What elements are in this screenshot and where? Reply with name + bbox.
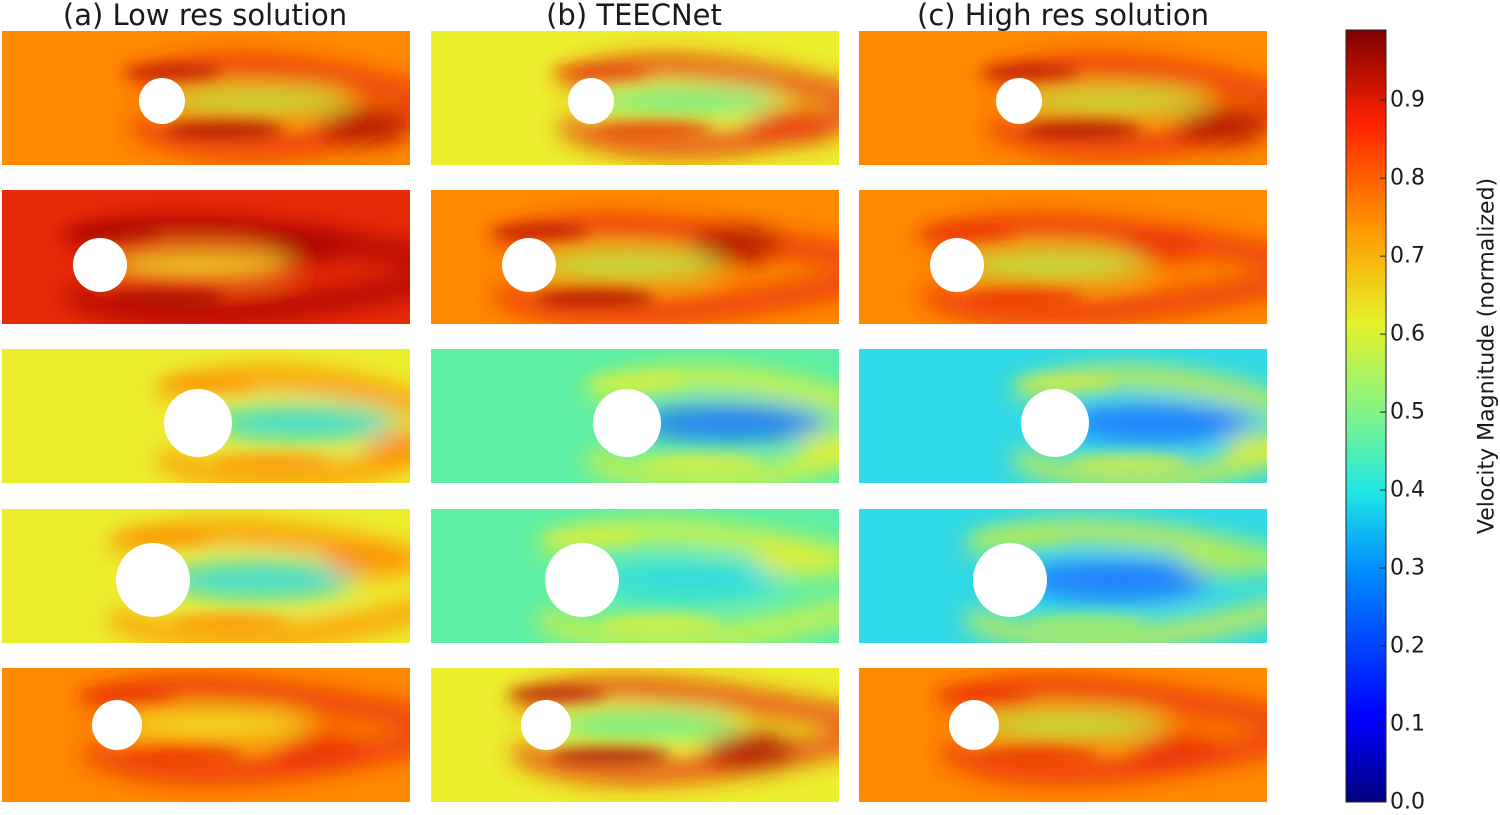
cylinder-obstacle bbox=[949, 700, 999, 750]
flow-panel bbox=[2, 509, 410, 643]
flow-panel bbox=[431, 31, 839, 165]
colorbar-tick-label: 0.2 bbox=[1390, 633, 1425, 659]
flow-panel bbox=[859, 668, 1267, 802]
flow-panel bbox=[859, 31, 1267, 165]
colorbar-tick-label: 0.9 bbox=[1390, 87, 1425, 113]
flow-panel bbox=[859, 349, 1267, 483]
column-title-high-res: (c) High res solution bbox=[917, 0, 1209, 32]
flow-panel bbox=[431, 349, 839, 483]
colorbar-tick-label: 0.1 bbox=[1390, 711, 1425, 737]
column-title-low-res: (a) Low res solution bbox=[62, 0, 348, 32]
cylinder-obstacle bbox=[568, 78, 614, 124]
cylinder-obstacle bbox=[593, 389, 661, 457]
flow-panel bbox=[2, 668, 410, 802]
cylinder-obstacle bbox=[1021, 389, 1089, 457]
colorbar bbox=[1345, 29, 1387, 803]
colorbar-tick-label: 0.0 bbox=[1390, 789, 1425, 815]
cylinder-obstacle bbox=[521, 700, 571, 750]
colorbar-tick-label: 0.4 bbox=[1390, 477, 1425, 503]
flow-panel bbox=[2, 190, 410, 324]
cylinder-obstacle bbox=[545, 543, 619, 617]
flow-panel bbox=[859, 190, 1267, 324]
cylinder-obstacle bbox=[996, 78, 1042, 124]
cylinder-obstacle bbox=[116, 543, 190, 617]
cylinder-obstacle bbox=[92, 700, 142, 750]
cylinder-obstacle bbox=[73, 238, 127, 292]
flow-panel bbox=[431, 668, 839, 802]
column-title-teecnet: (b) TEECNet bbox=[546, 0, 722, 32]
flow-panel bbox=[431, 509, 839, 643]
flow-panel bbox=[2, 349, 410, 483]
flow-panel bbox=[2, 31, 410, 165]
colorbar-tick-label: 0.3 bbox=[1390, 555, 1425, 581]
cylinder-obstacle bbox=[973, 543, 1047, 617]
colorbar-tick-label: 0.8 bbox=[1390, 165, 1425, 191]
cylinder-obstacle bbox=[164, 389, 232, 457]
cylinder-obstacle bbox=[502, 238, 556, 292]
cylinder-obstacle bbox=[930, 238, 984, 292]
flow-panel bbox=[431, 190, 839, 324]
colorbar-title: Velocity Magnitude (normalized) bbox=[1474, 177, 1500, 535]
colorbar-tick-label: 0.5 bbox=[1390, 399, 1425, 425]
colorbar-tick-label: 0.7 bbox=[1390, 243, 1425, 269]
flow-panel bbox=[859, 509, 1267, 643]
colorbar-tick-label: 0.6 bbox=[1390, 321, 1425, 347]
cylinder-obstacle bbox=[139, 78, 185, 124]
